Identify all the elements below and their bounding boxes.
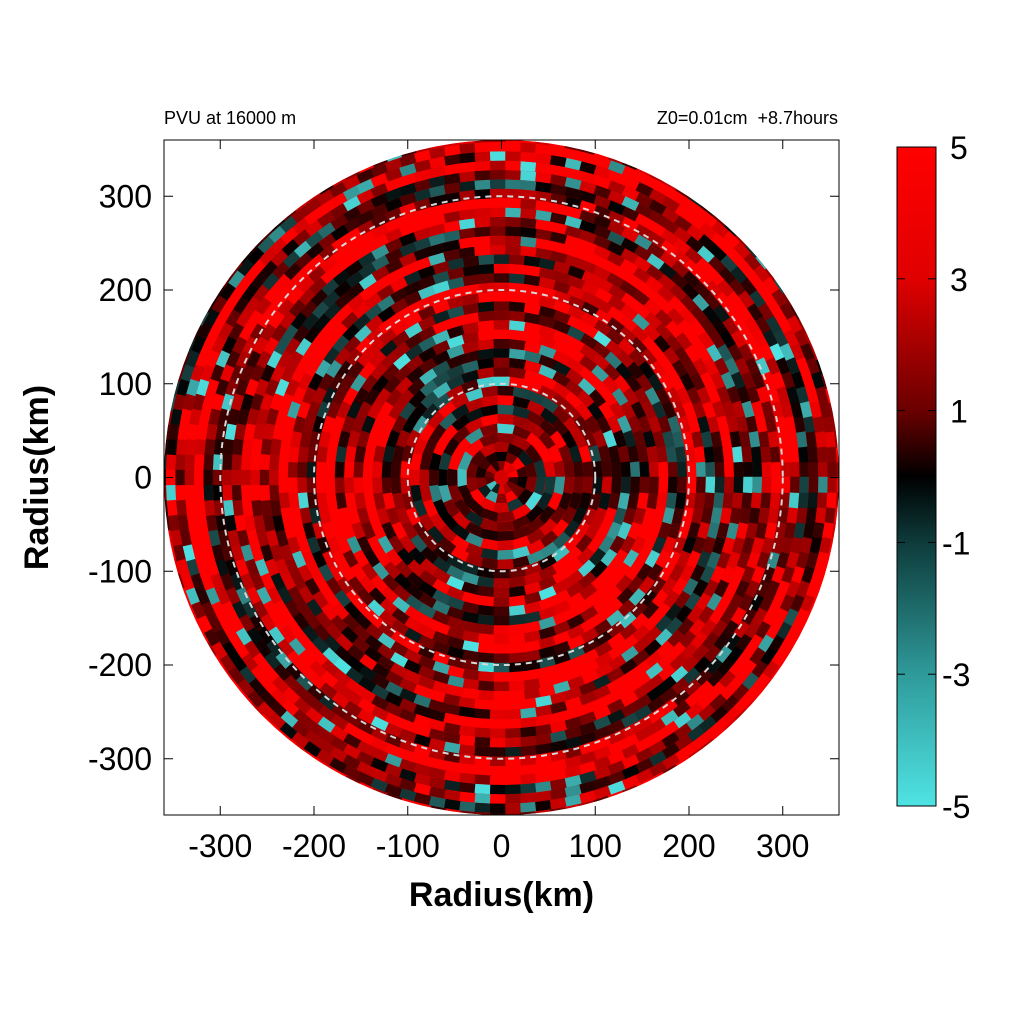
reference-circle-300 <box>219 195 784 760</box>
x-tick-label: -100 <box>376 828 440 864</box>
y-tick-label: 0 <box>134 460 152 496</box>
chart-title-right: Z0=0.01cm +8.7hours <box>656 108 838 128</box>
reference-circle-100 <box>406 382 597 573</box>
heat-cells <box>164 140 839 815</box>
colorbar-tick-label: -1 <box>942 525 970 561</box>
x-tick-label: -200 <box>282 828 346 864</box>
colorbar <box>896 146 937 807</box>
pvu-heatmap <box>164 140 839 815</box>
y-tick-label: 200 <box>99 272 152 308</box>
x-axis-label: Radius(km) <box>409 876 594 914</box>
y-axis: 300 200 100 0 -100 -200 -300 <box>88 178 839 777</box>
y-tick-label: 300 <box>99 178 152 214</box>
x-tick-label: 200 <box>662 828 715 864</box>
x-tick-label: 300 <box>756 828 809 864</box>
colorbar-tick-label: 3 <box>950 262 968 298</box>
x-tick-label: -300 <box>188 828 252 864</box>
x-tick-label: 0 <box>493 828 511 864</box>
x-tick-label: 100 <box>569 828 622 864</box>
y-tick-label: 100 <box>99 366 152 402</box>
x-axis: -300 -200 -100 0 100 200 300 <box>188 140 809 864</box>
colorbar-tick-label: -5 <box>942 789 970 825</box>
colorbar-tick-label: 5 <box>950 130 968 166</box>
chart-title-left: PVU at 16000 m <box>164 108 297 128</box>
y-tick-label: -200 <box>88 647 152 683</box>
colorbar-tick-label: 1 <box>950 394 968 430</box>
reference-circles <box>219 195 784 760</box>
y-axis-label: Radius(km) <box>18 385 56 570</box>
colorbar-tick-label: -3 <box>942 657 970 693</box>
y-tick-label: -300 <box>88 741 152 777</box>
colorbar-ticks: 5 3 1 -1 -3 -5 <box>897 130 970 825</box>
y-tick-label: -100 <box>88 553 152 589</box>
reference-circle-200 <box>313 289 690 666</box>
